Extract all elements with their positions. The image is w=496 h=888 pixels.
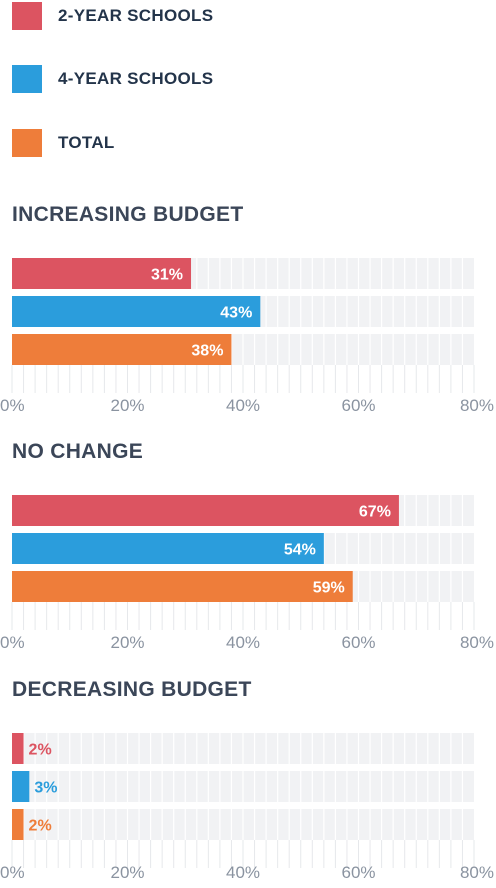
legend-item-total: TOTAL (12, 129, 312, 157)
tick-label: 40% (226, 633, 260, 652)
data-label-total: 38% (191, 343, 223, 360)
tick-label: 0% (0, 396, 25, 415)
legend-swatch-total (12, 129, 42, 157)
data-label-2-year-schools: 2% (29, 742, 52, 759)
bar-4-year-schools (12, 296, 261, 327)
data-label-4-year-schools: 54% (284, 542, 316, 559)
bar-total (12, 809, 24, 840)
bar-2-year-schools (12, 495, 399, 526)
legend-label-4-year: 4-YEAR SCHOOLS (58, 69, 214, 88)
tick-label: 0% (0, 633, 25, 652)
tick-label: 20% (110, 633, 144, 652)
panel-title-no-change: NO CHANGE (12, 440, 144, 463)
bar-chart-increasing-budget: 31% 43% 38% 0% 20% 40% 60% 80% (0, 255, 494, 415)
bar-2-year-schools (12, 733, 24, 764)
legend-swatch-2-year (12, 2, 42, 30)
data-label-2-year-schools: 67% (359, 504, 391, 521)
tick-label: 40% (226, 396, 260, 415)
tick-label: 60% (341, 633, 375, 652)
bar-chart-decreasing-budget: 2% 3% 2% 0% 20% 40% 60% 80% (0, 730, 494, 882)
data-label-total: 2% (29, 818, 52, 835)
tick-label: 80% (460, 863, 494, 882)
tick-label: 40% (226, 863, 260, 882)
data-label-4-year-schools: 3% (34, 780, 57, 797)
legend-swatch-4-year (12, 65, 42, 93)
data-label-4-year-schools: 43% (220, 305, 252, 322)
bar-4-year-schools (12, 771, 30, 802)
legend-label-2-year: 2-YEAR SCHOOLS (58, 6, 214, 25)
tick-label: 20% (110, 396, 144, 415)
tick-label: 60% (341, 396, 375, 415)
tick-label: 20% (110, 863, 144, 882)
tick-label: 80% (460, 633, 494, 652)
legend-item-4-year: 4-YEAR SCHOOLS (12, 65, 312, 93)
bar-4-year-schools (12, 533, 324, 564)
panel-title-decreasing-budget: DECREASING BUDGET (12, 678, 252, 701)
data-label-2-year-schools: 31% (151, 267, 183, 284)
tick-label: 80% (460, 396, 494, 415)
tick-label: 0% (0, 863, 25, 882)
tick-label: 60% (341, 863, 375, 882)
panel-title-increasing-budget: INCREASING BUDGET (12, 203, 244, 226)
bar-chart-no-change: 67% 54% 59% 0% 20% 40% 60% 80% (0, 492, 494, 652)
bar-total (12, 571, 353, 602)
bar-2-year-schools (12, 258, 192, 289)
legend-label-total: TOTAL (58, 133, 115, 152)
bar-total (12, 334, 232, 365)
legend-item-2-year: 2-YEAR SCHOOLS (12, 2, 312, 30)
data-label-total: 59% (313, 580, 345, 597)
